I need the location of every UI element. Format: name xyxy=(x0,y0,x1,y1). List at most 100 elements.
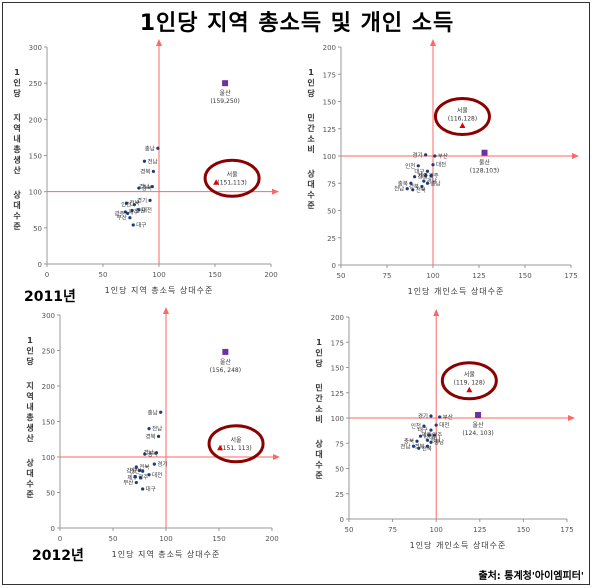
y-axis-title-char: 당 xyxy=(26,356,34,366)
highlight-label-coord: (124, 103) xyxy=(462,430,493,437)
y-axis-title-char: 대 xyxy=(307,179,314,189)
y-axis-title-char: 1 xyxy=(27,336,33,345)
highlight-circle xyxy=(203,158,261,198)
data-point xyxy=(159,410,163,414)
y-axis-title-char: 비 xyxy=(315,414,322,424)
data-point xyxy=(429,414,433,418)
highlight-circle xyxy=(433,96,491,136)
y-axis-title-char: 당 xyxy=(315,358,323,368)
data-point xyxy=(417,446,421,450)
x-tick-label: 150 xyxy=(518,272,531,280)
y-axis-title-char: 인 xyxy=(26,346,33,356)
data-point-label: 대구 xyxy=(136,221,146,229)
data-point xyxy=(147,473,151,477)
y-axis-title-char: 수 xyxy=(26,480,34,489)
highlight-marker-triangle xyxy=(466,386,473,393)
y-tick-label: 100 xyxy=(331,415,344,423)
x-tick-label: 50 xyxy=(109,535,118,543)
data-point xyxy=(128,216,132,220)
data-point xyxy=(422,179,426,183)
y-axis-title-char: 1 xyxy=(14,68,20,77)
y-axis-title-char: 역 xyxy=(26,391,33,401)
y-tick-label: 300 xyxy=(42,312,55,320)
data-point xyxy=(134,465,138,469)
data-point xyxy=(416,164,420,168)
highlight-label-coord: (151, 113) xyxy=(220,445,251,452)
data-point xyxy=(132,203,136,207)
year-label-2012: 2012년 xyxy=(32,548,84,564)
x-axis-title: 1인당 개인소득 상대수준 xyxy=(408,286,505,296)
data-point xyxy=(411,444,416,448)
y-tick-label: 0 xyxy=(332,262,336,270)
x-tick-label: 0 xyxy=(58,535,62,543)
data-point-label: 경남 xyxy=(430,436,440,444)
data-point-label: 대전 xyxy=(439,421,449,429)
data-point-label: 대구 xyxy=(418,426,428,434)
highlight-circle xyxy=(207,424,265,464)
highlight-marker-triangle xyxy=(459,122,466,128)
y-tick-label: 150 xyxy=(331,365,344,373)
y-axis-title-char: 수 xyxy=(13,212,21,221)
x-tick-label: 150 xyxy=(212,535,225,543)
y-axis-title-char: 1 xyxy=(308,68,314,77)
data-point xyxy=(150,185,154,189)
data-point xyxy=(424,153,428,157)
y-tick-label: 0 xyxy=(51,525,55,533)
y-axis-title-char: 수 xyxy=(307,191,315,200)
y-tick-label: 250 xyxy=(42,348,55,356)
data-point-label: 경남 xyxy=(427,177,437,185)
year-label-2011: 2011년 xyxy=(24,289,76,305)
y-tick-label: 150 xyxy=(42,419,55,427)
y-axis-title-char: 소 xyxy=(307,135,315,144)
y-axis-title-char: 민 xyxy=(307,113,314,123)
y-axis-title-char: 준 xyxy=(13,222,21,231)
data-point xyxy=(429,428,433,432)
y-tick-label: 50 xyxy=(33,225,42,233)
data-point xyxy=(425,169,430,173)
data-point xyxy=(137,208,141,212)
data-point-label: 경남 xyxy=(139,183,149,191)
highlight-label-name: 서울 xyxy=(464,371,476,379)
highlight-label-coord: (159,250) xyxy=(210,98,240,105)
data-point-label: 전남 xyxy=(152,425,162,433)
x-tick-label: 125 xyxy=(473,526,486,534)
y-tick-label: 200 xyxy=(42,383,55,391)
data-point xyxy=(154,451,159,455)
data-point xyxy=(152,462,156,466)
highlight-label-name: 서울 xyxy=(457,106,469,114)
highlight-marker-square xyxy=(222,80,229,87)
y-axis-title-char: 간 xyxy=(315,393,323,403)
data-point-label: 인천 xyxy=(121,201,131,209)
y-tick-label: 50 xyxy=(327,208,336,216)
data-point-label: 강원 xyxy=(424,432,434,440)
y-axis-title-char: 대 xyxy=(26,468,33,478)
y-tick-label: 75 xyxy=(335,440,344,448)
data-point-label: 경기 xyxy=(157,460,167,468)
data-point xyxy=(438,415,442,419)
data-point-label: 전북 xyxy=(416,186,426,194)
data-point xyxy=(143,452,147,456)
data-point xyxy=(123,210,127,214)
chart-2012-gdp: 0 50 100 150 200 250 300 0 50 100 150 200 1인당 지역 총소득… xyxy=(26,307,280,559)
data-point xyxy=(138,475,143,480)
data-point xyxy=(425,444,430,448)
data-point-label: 부산 xyxy=(117,214,127,222)
data-point xyxy=(411,188,415,192)
y-tick-label: 150 xyxy=(29,153,42,161)
x-tick-label: 50 xyxy=(337,272,346,280)
highlight-label-coord: (116,128) xyxy=(448,115,478,122)
y-tick-label: 125 xyxy=(331,390,344,398)
data-point xyxy=(424,174,428,178)
y-axis-title-char: 수 xyxy=(315,461,323,470)
y-axis-title-char: 당 xyxy=(13,88,21,98)
data-point xyxy=(427,433,431,437)
y-axis-title-char: 간 xyxy=(307,123,315,133)
data-point xyxy=(415,439,419,443)
y-axis-title-char: 상 xyxy=(26,458,34,468)
chart-2011-gdp: 0 50 100 150 200 250 300 0 50 100 150 200 1인당 지역 총소득… xyxy=(13,39,279,295)
data-point-label: 제주 xyxy=(421,431,431,439)
data-point xyxy=(133,475,137,479)
data-point-label: 부산 xyxy=(123,479,133,487)
y-axis-title-char: 인 xyxy=(307,78,314,88)
